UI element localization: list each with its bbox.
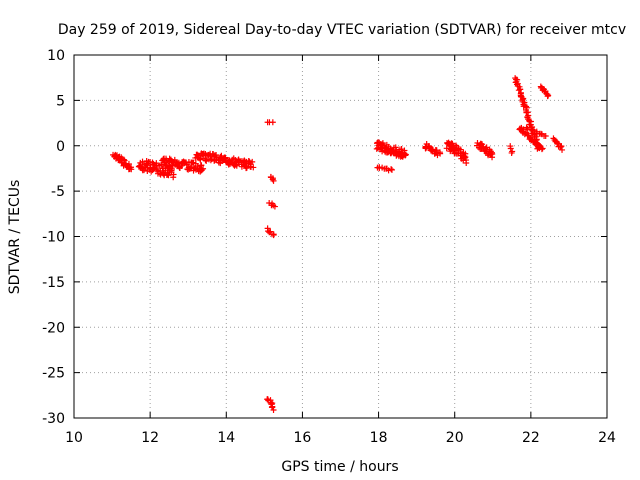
y-tick-label: -5 bbox=[51, 184, 65, 200]
data-point bbox=[269, 403, 276, 410]
data-point bbox=[388, 166, 395, 173]
y-tick-label: -20 bbox=[42, 320, 65, 336]
axis-ticks: 10 12 14 16 18 20 22 24 10 5 0 -5 -10 -15 -20 -25 -30 bbox=[42, 48, 616, 446]
data-point bbox=[558, 143, 565, 150]
x-tick-label: 10 bbox=[65, 430, 83, 446]
x-tick-label: 16 bbox=[294, 430, 312, 446]
y-tick-label: 5 bbox=[56, 93, 65, 109]
data-point bbox=[270, 231, 277, 238]
data-point bbox=[488, 149, 495, 156]
data-point bbox=[120, 156, 127, 163]
data-point bbox=[437, 150, 444, 157]
data-point bbox=[433, 147, 440, 154]
data-point bbox=[170, 171, 177, 178]
data-point bbox=[198, 167, 205, 174]
x-tick-label: 18 bbox=[370, 430, 388, 446]
data-point bbox=[165, 172, 172, 179]
data-point bbox=[392, 144, 399, 151]
data-point bbox=[150, 164, 157, 171]
data-point bbox=[530, 127, 537, 134]
data-point bbox=[559, 146, 566, 153]
x-tick-label: 20 bbox=[446, 430, 464, 446]
grid-lines bbox=[74, 55, 607, 418]
data-point bbox=[542, 133, 549, 140]
x-axis-label: GPS time / hours bbox=[281, 459, 398, 475]
data-point bbox=[144, 161, 151, 168]
y-tick-label: -10 bbox=[42, 230, 65, 246]
data-point bbox=[160, 156, 167, 163]
chart-title: Day 259 of 2019, Sidereal Day-to-day VTE… bbox=[58, 22, 626, 38]
data-point bbox=[249, 158, 256, 165]
data-points bbox=[110, 75, 566, 414]
data-point bbox=[402, 152, 409, 159]
x-tick-label: 22 bbox=[522, 430, 540, 446]
y-tick-label: -25 bbox=[42, 366, 65, 382]
data-point bbox=[462, 150, 469, 157]
data-point bbox=[158, 161, 165, 168]
data-point bbox=[388, 166, 395, 173]
x-tick-label: 12 bbox=[141, 430, 159, 446]
y-axis-label: SDTVAR / TECUs bbox=[7, 180, 23, 295]
data-point bbox=[557, 144, 564, 151]
data-point bbox=[538, 146, 545, 153]
data-point bbox=[457, 146, 464, 153]
data-point bbox=[463, 159, 470, 166]
data-point bbox=[523, 124, 530, 131]
data-point bbox=[508, 149, 515, 156]
data-point bbox=[128, 164, 135, 171]
data-point bbox=[250, 164, 257, 171]
x-tick-label: 24 bbox=[598, 430, 616, 446]
data-point bbox=[539, 145, 546, 152]
y-tick-label: -30 bbox=[42, 411, 65, 427]
data-point bbox=[517, 86, 524, 93]
data-point bbox=[269, 119, 276, 126]
data-point bbox=[270, 407, 277, 414]
data-point bbox=[243, 165, 250, 172]
data-point bbox=[271, 203, 278, 210]
data-point bbox=[213, 152, 220, 159]
data-point bbox=[270, 177, 277, 184]
x-tick-label: 14 bbox=[217, 430, 235, 446]
data-point bbox=[524, 125, 531, 132]
data-point bbox=[200, 165, 207, 172]
data-point bbox=[528, 126, 535, 133]
y-tick-label: -15 bbox=[42, 275, 65, 291]
data-point bbox=[544, 93, 551, 100]
y-tick-label: 10 bbox=[47, 48, 65, 64]
data-point bbox=[222, 155, 229, 162]
data-point bbox=[121, 157, 128, 164]
y-tick-label: 0 bbox=[56, 139, 65, 155]
